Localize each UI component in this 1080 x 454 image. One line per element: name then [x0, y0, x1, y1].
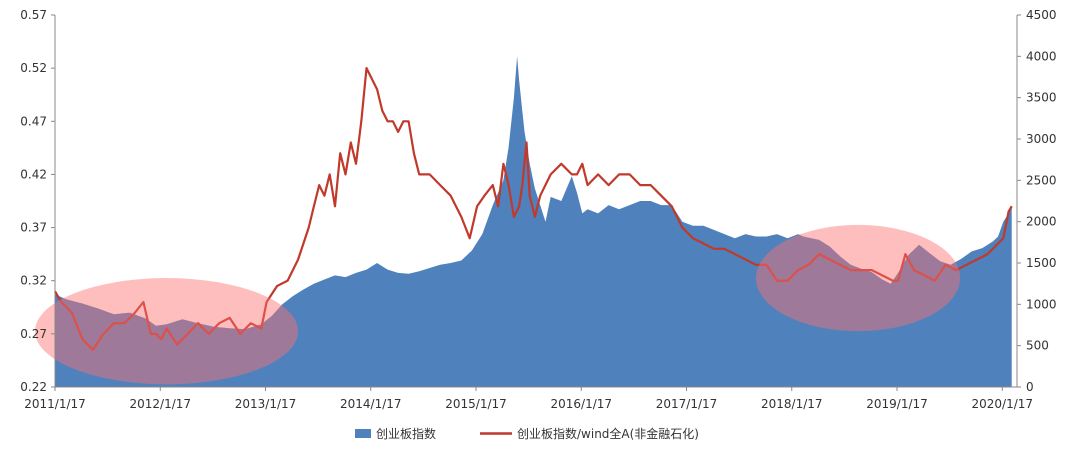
area-series-cyb-index: [55, 56, 1012, 388]
left-axis-tick-label: 0.42: [20, 167, 47, 181]
highlight-ellipse-2: [755, 224, 961, 332]
axes-layer: 0.22 0.27 0.32 0.37 0.42 0.47 0.52 0.57 0 500 1000…: [20, 8, 1056, 411]
right-axis-tick-label: 500: [1026, 339, 1049, 353]
x-axis-tick-label: 2013/1/17: [235, 397, 297, 411]
legend-label-area: 创业板指数: [376, 426, 436, 441]
right-axis-tick-label: 1000: [1026, 297, 1057, 311]
x-axis-tick-label: 2020/1/17: [971, 397, 1033, 411]
right-axis-tick-label: 2500: [1026, 173, 1057, 187]
area-layer: [55, 56, 1012, 388]
legend-swatch-area: [355, 429, 371, 438]
left-axis-tick-label: 0.27: [20, 327, 47, 341]
left-axis-tick-label: 0.37: [20, 221, 47, 235]
line-layer: [54, 67, 1013, 351]
x-axis-tick-label: 2012/1/17: [129, 397, 191, 411]
x-axis-tick-label: 2018/1/17: [761, 397, 823, 411]
right-axis-tick-label: 2000: [1026, 215, 1057, 229]
x-axis-tick-label: 2017/1/17: [656, 397, 718, 411]
highlight-layer: [35, 224, 961, 385]
line-series-ratio: [54, 67, 1013, 351]
right-axis-tick-label: 1500: [1026, 256, 1057, 270]
left-axis-tick-label: 0.22: [20, 380, 47, 394]
left-axis-tick-label: 0.47: [20, 114, 47, 128]
highlight-ellipse-1: [35, 278, 299, 385]
right-axis-tick-label: 4500: [1026, 8, 1057, 22]
legend: 创业板指数 创业板指数/wind全A(非金融石化): [355, 426, 699, 441]
right-axis-tick-label: 3500: [1026, 91, 1057, 105]
x-axis-tick-label: 2011/1/17: [24, 397, 86, 411]
legend-label-line: 创业板指数/wind全A(非金融石化): [517, 426, 699, 441]
right-axis-tick-label: 3000: [1026, 132, 1057, 146]
left-axis-tick-label: 0.52: [20, 61, 47, 75]
x-axis-tick-label: 2019/1/17: [866, 397, 928, 411]
left-axis-tick-label: 0.32: [20, 274, 47, 288]
right-axis-tick-label: 0: [1026, 380, 1034, 394]
right-axis-tick-label: 4000: [1026, 49, 1057, 63]
x-axis-tick-label: 2014/1/17: [340, 397, 402, 411]
x-axis-tick-label: 2016/1/17: [550, 397, 612, 411]
left-axis-tick-label: 0.57: [20, 8, 47, 22]
x-axis-tick-label: 2015/1/17: [445, 397, 507, 411]
